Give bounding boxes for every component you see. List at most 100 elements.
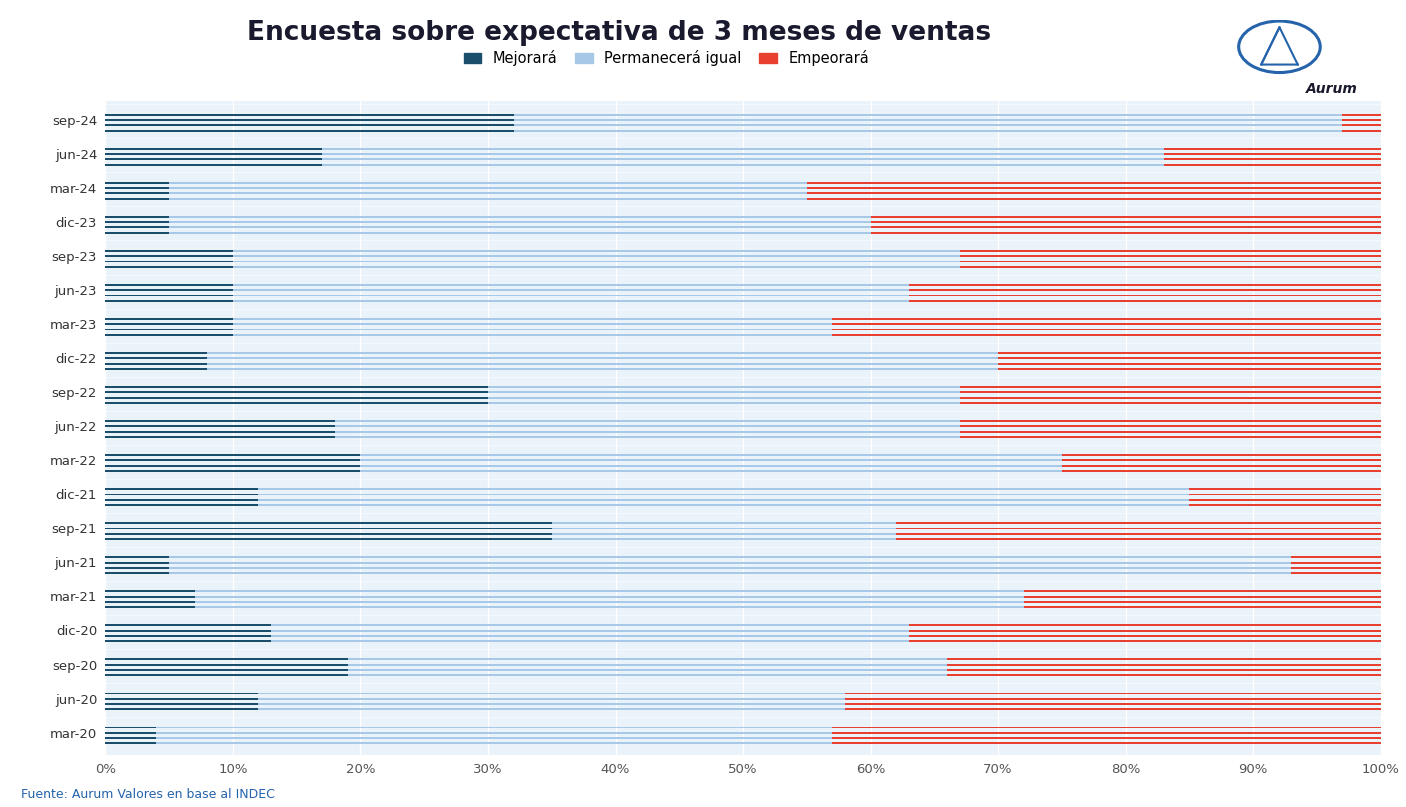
Bar — [105, 591, 194, 592]
Bar — [105, 732, 156, 734]
Bar — [105, 504, 1189, 506]
Bar — [960, 250, 1381, 252]
Bar — [105, 227, 1381, 228]
Bar — [105, 601, 194, 603]
Bar — [948, 659, 1381, 660]
Bar — [998, 358, 1381, 359]
Bar — [105, 148, 1381, 149]
Bar — [105, 158, 322, 161]
Bar — [105, 124, 1381, 126]
Bar — [105, 606, 1024, 608]
Bar — [948, 664, 1381, 666]
Bar — [832, 726, 1381, 729]
Bar — [105, 164, 322, 165]
Bar — [1164, 153, 1381, 155]
Bar — [105, 709, 259, 710]
Bar — [105, 250, 233, 252]
Bar — [105, 698, 259, 700]
Bar — [832, 334, 1381, 336]
Bar — [105, 669, 1381, 671]
Bar — [105, 386, 960, 388]
Bar — [832, 742, 1381, 744]
Bar — [908, 284, 1381, 286]
Bar — [105, 596, 1381, 597]
Bar — [845, 698, 1381, 700]
Bar — [105, 669, 948, 671]
Bar — [105, 533, 1381, 535]
Bar — [870, 221, 1381, 223]
Bar — [960, 436, 1381, 438]
Bar — [105, 295, 233, 296]
Bar — [105, 216, 1381, 218]
Bar — [105, 664, 948, 666]
Bar — [105, 499, 259, 500]
Bar — [807, 187, 1381, 189]
Bar — [105, 358, 998, 359]
Bar — [105, 625, 908, 626]
Bar — [105, 295, 908, 296]
Bar — [870, 232, 1381, 234]
Bar — [105, 436, 335, 438]
Bar — [105, 635, 1381, 637]
Bar — [105, 227, 870, 228]
Bar — [105, 182, 169, 184]
Bar — [105, 124, 1343, 126]
Bar — [105, 431, 1381, 433]
Bar — [1164, 148, 1381, 149]
Bar — [105, 289, 908, 291]
Bar — [105, 635, 908, 637]
Bar — [105, 664, 347, 666]
Bar — [105, 425, 335, 428]
Bar — [1189, 504, 1381, 506]
Bar — [105, 499, 1189, 500]
Bar — [105, 629, 271, 632]
Bar — [105, 528, 896, 529]
Bar — [870, 216, 1381, 218]
Bar — [105, 737, 832, 739]
Bar — [105, 659, 347, 660]
Bar — [105, 397, 960, 399]
Bar — [105, 119, 1343, 121]
Bar — [832, 737, 1381, 739]
Bar — [105, 221, 1381, 223]
Bar — [105, 698, 845, 700]
Bar — [105, 596, 1024, 597]
Bar — [105, 198, 1381, 199]
Bar — [105, 726, 1381, 729]
Bar — [105, 737, 156, 739]
Bar — [1343, 119, 1381, 121]
Bar — [105, 289, 1381, 291]
Bar — [896, 528, 1381, 529]
Bar — [105, 334, 1381, 336]
Bar — [1062, 459, 1381, 462]
Bar — [105, 114, 1381, 115]
Bar — [832, 732, 1381, 734]
Bar — [105, 488, 259, 490]
Bar — [105, 153, 322, 155]
Bar — [105, 164, 1381, 165]
Bar — [960, 266, 1381, 268]
Bar — [105, 227, 169, 228]
Bar — [960, 402, 1381, 404]
Bar — [105, 635, 271, 637]
Bar — [105, 187, 807, 189]
Bar — [105, 732, 832, 734]
Bar — [105, 386, 1381, 388]
Bar — [105, 148, 322, 149]
Bar — [105, 737, 1381, 739]
Bar — [105, 494, 1189, 495]
Bar — [105, 528, 551, 529]
Bar — [105, 368, 1381, 370]
Bar — [105, 368, 998, 370]
Bar — [105, 596, 194, 597]
Bar — [1343, 130, 1381, 132]
Bar — [998, 362, 1381, 365]
Bar — [105, 119, 1381, 121]
Bar — [105, 436, 1381, 438]
Bar — [1164, 158, 1381, 161]
Bar — [960, 425, 1381, 428]
Bar — [105, 556, 1381, 558]
Bar — [105, 300, 233, 302]
Bar — [105, 567, 1381, 569]
Bar — [960, 397, 1381, 399]
